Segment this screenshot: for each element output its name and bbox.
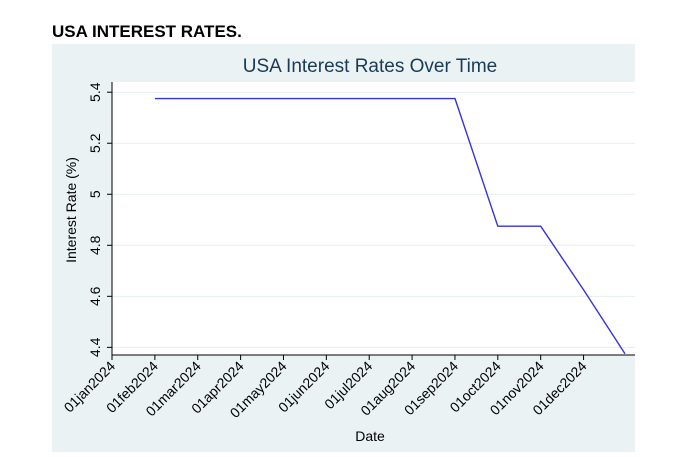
x-axis-label: Date: [355, 428, 385, 444]
chart-title: USA Interest Rates Over Time: [243, 56, 497, 77]
plot-background: [112, 82, 635, 355]
y-tick-label: 5.2: [87, 133, 103, 153]
y-tick-label: 4.6: [87, 286, 103, 306]
chart-container: USA Interest Rates Over Time 4.4 4.6 4.8 5 5…: [52, 44, 635, 452]
y-tick-label: 5: [87, 190, 103, 198]
y-tick-label: 4.8: [87, 235, 103, 255]
y-tick-label: 5.4: [87, 82, 103, 102]
series-line-interest-rate: [154, 97, 626, 355]
grid-lines: [112, 91, 635, 348]
y-axis-label: Interest Rate (%): [63, 157, 79, 263]
line-chart: USA Interest Rates Over Time 4.4 4.6 4.8 5 5…: [52, 44, 635, 452]
page-heading: USA INTEREST RATES.: [52, 22, 242, 41]
y-tick-label: 4.4: [87, 337, 103, 357]
y-axis-ticks: 4.4 4.6 4.8 5 5.2 5.4: [87, 82, 112, 357]
series-layer: [154, 97, 626, 355]
